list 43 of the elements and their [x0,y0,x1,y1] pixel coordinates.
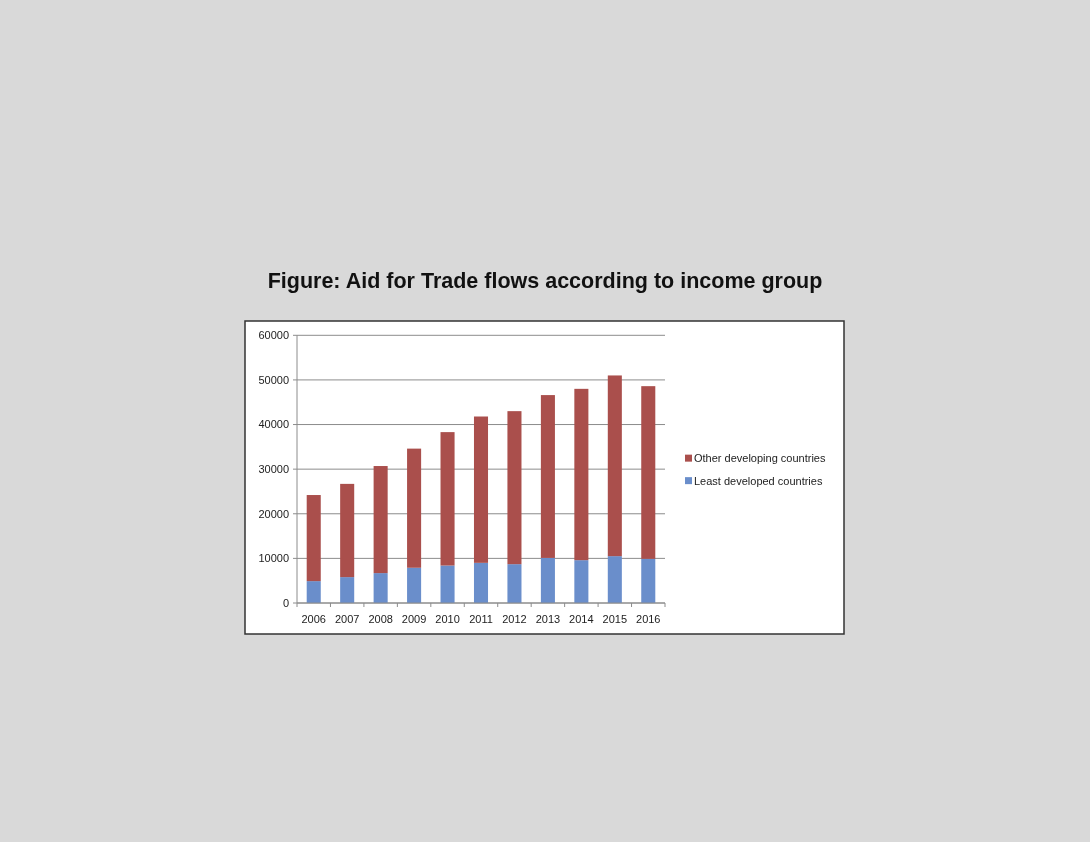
y-tick-label: 40000 [258,418,289,431]
bar [407,448,422,568]
y-tick-label: 20000 [258,507,289,520]
x-tick-label: 2009 [401,613,427,625]
legend-label: Other developing countries [694,452,826,464]
bar [407,567,422,603]
bar [574,560,589,603]
x-tick-label: 2016 [636,613,661,625]
bar [306,495,321,582]
bar [540,395,555,558]
bar [440,565,455,603]
x-tick-label: 2014 [569,613,594,625]
x-tick-label: 2012 [502,613,527,625]
bar [574,388,589,561]
bar [306,581,321,603]
y-tick-label: 10000 [258,552,289,565]
bar [473,562,489,603]
bar [641,386,656,559]
bar [507,411,522,565]
x-tick-label: 2011 [469,613,493,625]
legend-label: Least developed countries [694,474,823,487]
bar [641,558,656,603]
x-tick-label: 2006 [301,613,326,625]
bar [607,556,622,603]
bar [340,483,355,578]
y-tick-label: 0 [282,596,289,609]
x-tick-label: 2007 [334,613,360,625]
bar [607,375,622,557]
chart-title: Figure: Aid for Trade flows according to income group [267,269,823,293]
bar [373,573,388,603]
bar [440,432,455,566]
bar [340,577,355,603]
y-tick-label: 60000 [258,329,289,342]
y-tick-label: 30000 [258,463,289,475]
x-tick-label: 2010 [435,613,460,625]
bar [540,557,555,603]
y-tick-label: 50000 [258,373,289,386]
x-tick-label: 2013 [535,613,561,625]
bar [473,416,489,563]
x-tick-label: 2015 [602,613,628,625]
bar [373,466,388,574]
bar [507,564,522,603]
x-tick-label: 2008 [368,613,393,625]
